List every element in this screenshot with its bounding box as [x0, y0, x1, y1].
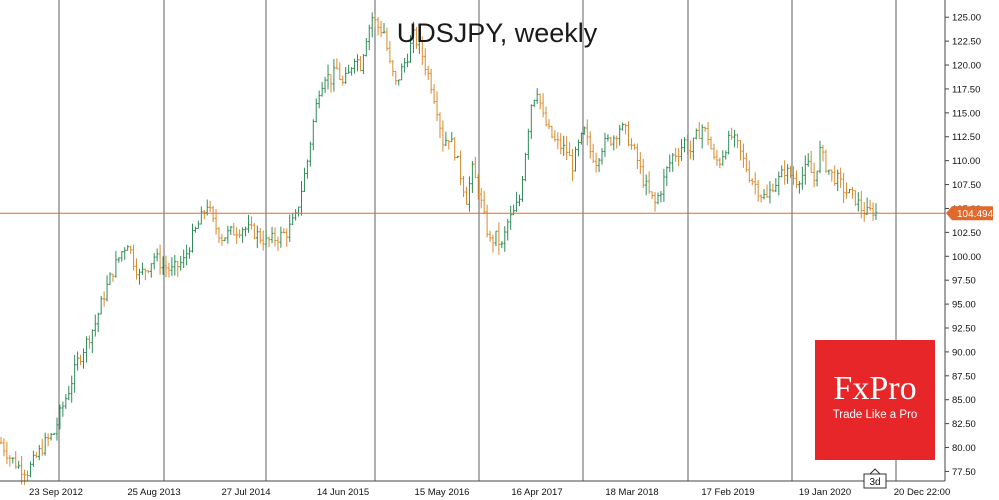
y-tick-label: 110.00: [952, 156, 980, 167]
price-label: 104.494: [946, 206, 994, 221]
current-price-label: 104.494: [957, 209, 994, 220]
y-tick-label: 82.50: [952, 419, 976, 430]
x-tick-label: 23 Sep 2012: [29, 487, 83, 498]
y-tick-label: 77.50: [952, 467, 976, 478]
y-tick-label: 125.00: [952, 13, 981, 24]
x-axis-ticks: 23 Sep 2012 25 Aug 2013 27 Jul 2014 14 Jun …: [29, 487, 950, 498]
y-tick-label: 92.50: [952, 323, 976, 334]
y-tick-label: 112.50: [952, 132, 980, 143]
chart-title: UDSJPY, weekly: [397, 18, 598, 48]
y-tick-label: 80.00: [952, 443, 976, 454]
x-tick-label: 19 Jan 2020: [799, 487, 851, 498]
y-tick-label: 85.00: [952, 395, 976, 406]
fxpro-logo: FxPro Trade Like a Pro: [815, 340, 935, 460]
x-tick-label: 25 Aug 2013: [127, 487, 180, 498]
price-bars: [0, 12, 878, 485]
y-tick-label: 90.00: [952, 347, 976, 358]
x-tick-label: 18 Mar 2018: [605, 487, 658, 498]
logo-text: FxPro: [833, 370, 916, 407]
x-tick-label: 20 Dec 22:00: [894, 487, 951, 498]
y-tick-label: 115.00: [952, 108, 980, 119]
x-tick-label: 16 Apr 2017: [511, 487, 562, 498]
y-tick-label: 117.50: [952, 84, 980, 95]
y-tick-label: 107.50: [952, 180, 981, 191]
period-marker: 3d: [863, 468, 887, 489]
y-tick-label: 100.00: [952, 252, 981, 263]
logo-box: [815, 340, 935, 460]
y-tick-label: 87.50: [952, 371, 976, 382]
period-marker-label: 3d: [869, 477, 880, 488]
y-tick-label: 102.50: [952, 228, 981, 239]
x-tick-label: 27 Jul 2014: [221, 487, 270, 498]
y-tick-label: 120.00: [952, 61, 981, 72]
x-tick-label: 17 Feb 2019: [701, 487, 754, 498]
y-tick-label: 122.50: [952, 37, 981, 48]
x-tick-label: 14 Jun 2015: [317, 487, 369, 498]
y-tick-label: 95.00: [952, 300, 976, 311]
logo-tagline: Trade Like a Pro: [833, 409, 918, 421]
y-tick-label: 97.50: [952, 276, 976, 287]
x-tick-label: 15 May 2016: [415, 487, 470, 498]
